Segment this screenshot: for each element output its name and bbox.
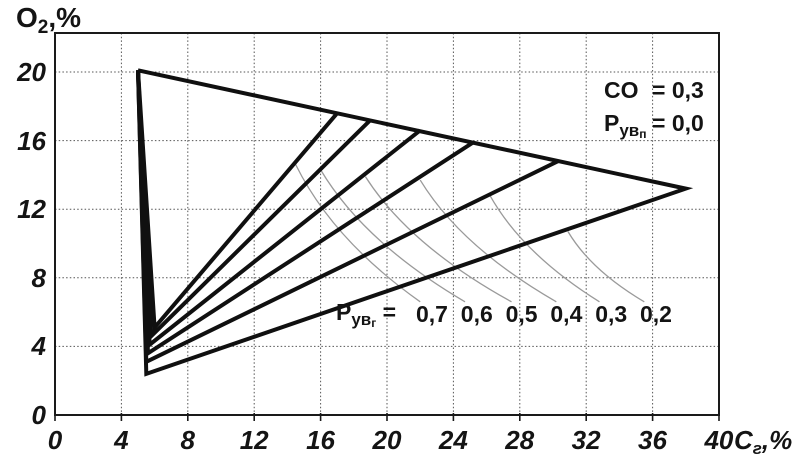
ruv-p-sub: ув xyxy=(619,121,640,140)
annotation-co-value: = 0,3 xyxy=(652,77,704,103)
annotation-ruv-p-value: = 0,0 xyxy=(652,110,704,136)
fan-legend-value: 0,2 xyxy=(639,301,672,327)
x-tick-label: 4 xyxy=(114,425,129,455)
annotation-block: CO = 0,3 Рувп = 0,0 xyxy=(604,74,704,151)
curve-Рувг = 0,7 xyxy=(136,70,339,333)
y-axis-title: O2,% xyxy=(16,2,81,39)
y-axis-tick-labels: 20 16 12 8 4 0 xyxy=(0,57,46,430)
x-axis-title: Cг,% xyxy=(734,425,792,459)
fan-legend-value: 0,5 xyxy=(505,301,538,327)
ruv-g-subsub: г xyxy=(371,316,377,330)
y-tick-label: 12 xyxy=(17,194,46,225)
y-tick-label: 8 xyxy=(31,262,46,293)
x-tick-label: 20 xyxy=(372,425,402,455)
fan-legend-value: 0,4 xyxy=(550,301,583,327)
leader-line-0,2 xyxy=(567,231,645,303)
fan-legend-label: Рувг = xyxy=(336,299,396,330)
x-tick-label: 36 xyxy=(638,425,667,455)
fan-legend-equals: = xyxy=(382,299,397,325)
leader-line-0,6 xyxy=(320,169,466,303)
y-tick-label: 20 xyxy=(17,57,46,87)
leader-line-0,3 xyxy=(489,195,600,303)
x-tick-label: 0 xyxy=(47,425,63,455)
x-axis-title-base: C xyxy=(734,425,753,455)
y-tick-label: 16 xyxy=(17,125,46,156)
x-tick-label: 24 xyxy=(438,425,468,455)
ruv-g-sub: ув xyxy=(351,310,372,329)
y-axis-title-base: O xyxy=(16,2,38,33)
leader-line-0,5 xyxy=(364,176,512,303)
x-tick-label: 8 xyxy=(180,425,196,455)
annotation-co: CO = 0,3 xyxy=(604,74,704,107)
ruv-p-subsub: п xyxy=(639,127,647,141)
y-axis-title-suffix: ,% xyxy=(48,2,82,33)
ruv-g-base: Р xyxy=(336,299,352,325)
x-tick-label: 40 xyxy=(704,425,734,455)
fan-legend-value: 0,6 xyxy=(460,301,493,327)
y-axis-title-sub: 2 xyxy=(37,17,49,38)
x-tick-label: 16 xyxy=(306,425,336,455)
x-tick-label: 32 xyxy=(571,425,601,455)
fan-legend-value: 0,7 xyxy=(416,301,448,327)
leader-line-0,4 xyxy=(419,179,557,303)
ruv-p-base: Р xyxy=(604,110,620,136)
x-axis-tick-labels: 0 4 8 12 16 20 24 28 32 36 40 xyxy=(35,424,739,456)
annotation-co-label: CO xyxy=(604,77,639,103)
fan-legend-value: 0,3 xyxy=(595,301,628,327)
x-tick-label: 12 xyxy=(239,425,269,455)
annotation-ruv-p-label: Рувп xyxy=(604,107,652,151)
y-tick-label: 4 xyxy=(31,331,46,362)
fan-legend-values: 0,7 0,6 0,5 0,4 0,3 0,2 xyxy=(410,299,678,329)
x-axis-title-sub: г xyxy=(752,439,762,458)
x-axis-title-suffix: ,% xyxy=(761,425,793,455)
annotation-ruv-p: Рувп = 0,0 xyxy=(604,107,704,151)
x-tick-label: 28 xyxy=(505,425,535,455)
y-tick-label: 0 xyxy=(31,399,46,430)
